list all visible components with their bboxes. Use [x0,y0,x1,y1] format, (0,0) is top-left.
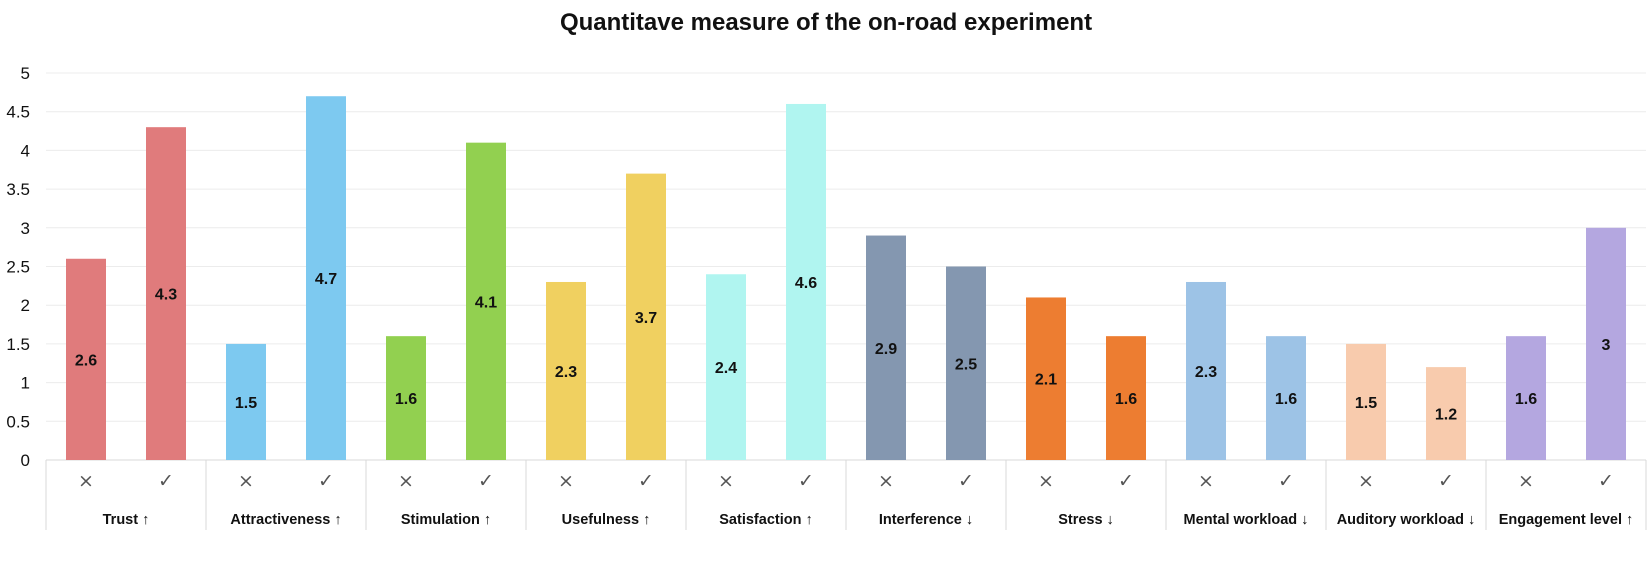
data-label: 2.3 [1195,364,1217,381]
y-tick-label: 2.5 [6,258,30,277]
y-tick-label: 1.5 [6,335,30,354]
x-axis: × ✓ Trust ↑ × ✓ Attractiveness ↑ × ✓ Stimulation… [45,460,1647,530]
check-icon: ✓ [1598,470,1614,492]
data-label: 2.5 [955,356,977,373]
check-icon: ✓ [478,470,494,492]
data-label: 2.1 [1035,372,1057,389]
data-label: 4.6 [795,275,817,292]
bar [66,258,106,460]
bar [1106,336,1146,460]
y-tick-label: 5 [21,64,30,83]
category-label: Auditory workload ↓ [1337,512,1476,528]
bar [786,103,826,461]
category-label: Satisfaction ↑ [719,512,812,528]
check-icon: ✓ [1278,470,1294,492]
y-tick-label: 3.5 [6,180,30,199]
check-icon: ✓ [638,470,654,492]
y-tick-label: 0.5 [6,412,30,431]
category-label: Stress ↓ [1058,512,1114,528]
data-label: 1.6 [1115,391,1137,408]
y-tick-label: 4 [21,141,30,160]
check-icon: ✓ [958,470,974,492]
bar [1586,227,1626,460]
y-tick-label: 3 [21,219,30,238]
y-tick-label: 2 [21,296,30,315]
check-icon: ✓ [798,470,814,492]
cross-icon: × [1198,470,1214,492]
data-label: 1.5 [1355,395,1377,412]
cross-icon: × [878,470,894,492]
cross-icon: × [1518,470,1534,492]
bar [306,96,346,460]
cross-icon: × [398,470,414,492]
bar [386,336,426,460]
bar [1426,367,1466,460]
category-label: Interference ↓ [879,512,973,528]
data-label: 2.9 [875,341,897,358]
cross-icon: × [718,470,734,492]
bars [66,96,1626,461]
category-label: Mental workload ↓ [1184,512,1309,528]
data-label: 2.3 [555,364,577,381]
data-label: 3 [1602,337,1611,354]
category-label: Usefulness ↑ [562,512,651,528]
cross-icon: × [238,470,254,492]
data-label: 4.1 [475,294,497,311]
bar [466,142,506,460]
data-label: 1.5 [235,395,257,412]
check-icon: ✓ [318,470,334,492]
check-icon: ✓ [1118,470,1134,492]
bar [146,127,186,461]
data-label: 4.7 [315,271,337,288]
chart-title: Quantitave measure of the on-road experi… [560,9,1092,36]
data-label: 1.6 [1275,391,1297,408]
check-icon: ✓ [1438,470,1454,492]
bar [1346,343,1386,460]
data-label: 1.6 [395,391,417,408]
grid-lines [46,72,1646,422]
data-label: 1.2 [1435,407,1457,424]
data-label: 2.4 [715,360,737,377]
data-label: 4.3 [155,287,177,304]
data-label: 1.6 [1515,391,1537,408]
bar [946,266,986,460]
bar [226,343,266,460]
y-tick-label: 4.5 [6,103,30,122]
data-labels: 2.6 4.3 1.5 4.7 1.6 4.1 2.3 3.7 2.4 4.6 2.9 2.5 2.1 1… [75,271,1611,423]
bar [1506,336,1546,460]
bar [866,235,906,460]
cross-icon: × [558,470,574,492]
y-tick-label: 0 [21,451,30,470]
category-label: Stimulation ↑ [401,512,491,528]
bar [1026,297,1066,460]
check-icon: ✓ [158,470,174,492]
bar [626,173,666,460]
data-label: 2.6 [75,352,97,369]
category-label: Trust ↑ [103,512,150,528]
cross-icon: × [1038,470,1054,492]
cross-icon: × [1358,470,1374,492]
category-label: Attractiveness ↑ [230,512,341,528]
category-label: Engagement level ↑ [1499,512,1634,528]
bar [1266,336,1306,460]
cross-icon: × [78,470,94,492]
data-label: 3.7 [635,310,657,327]
bar [706,274,746,460]
y-tick-label: 1 [21,374,30,393]
bar [546,281,586,460]
bar [1186,281,1226,460]
